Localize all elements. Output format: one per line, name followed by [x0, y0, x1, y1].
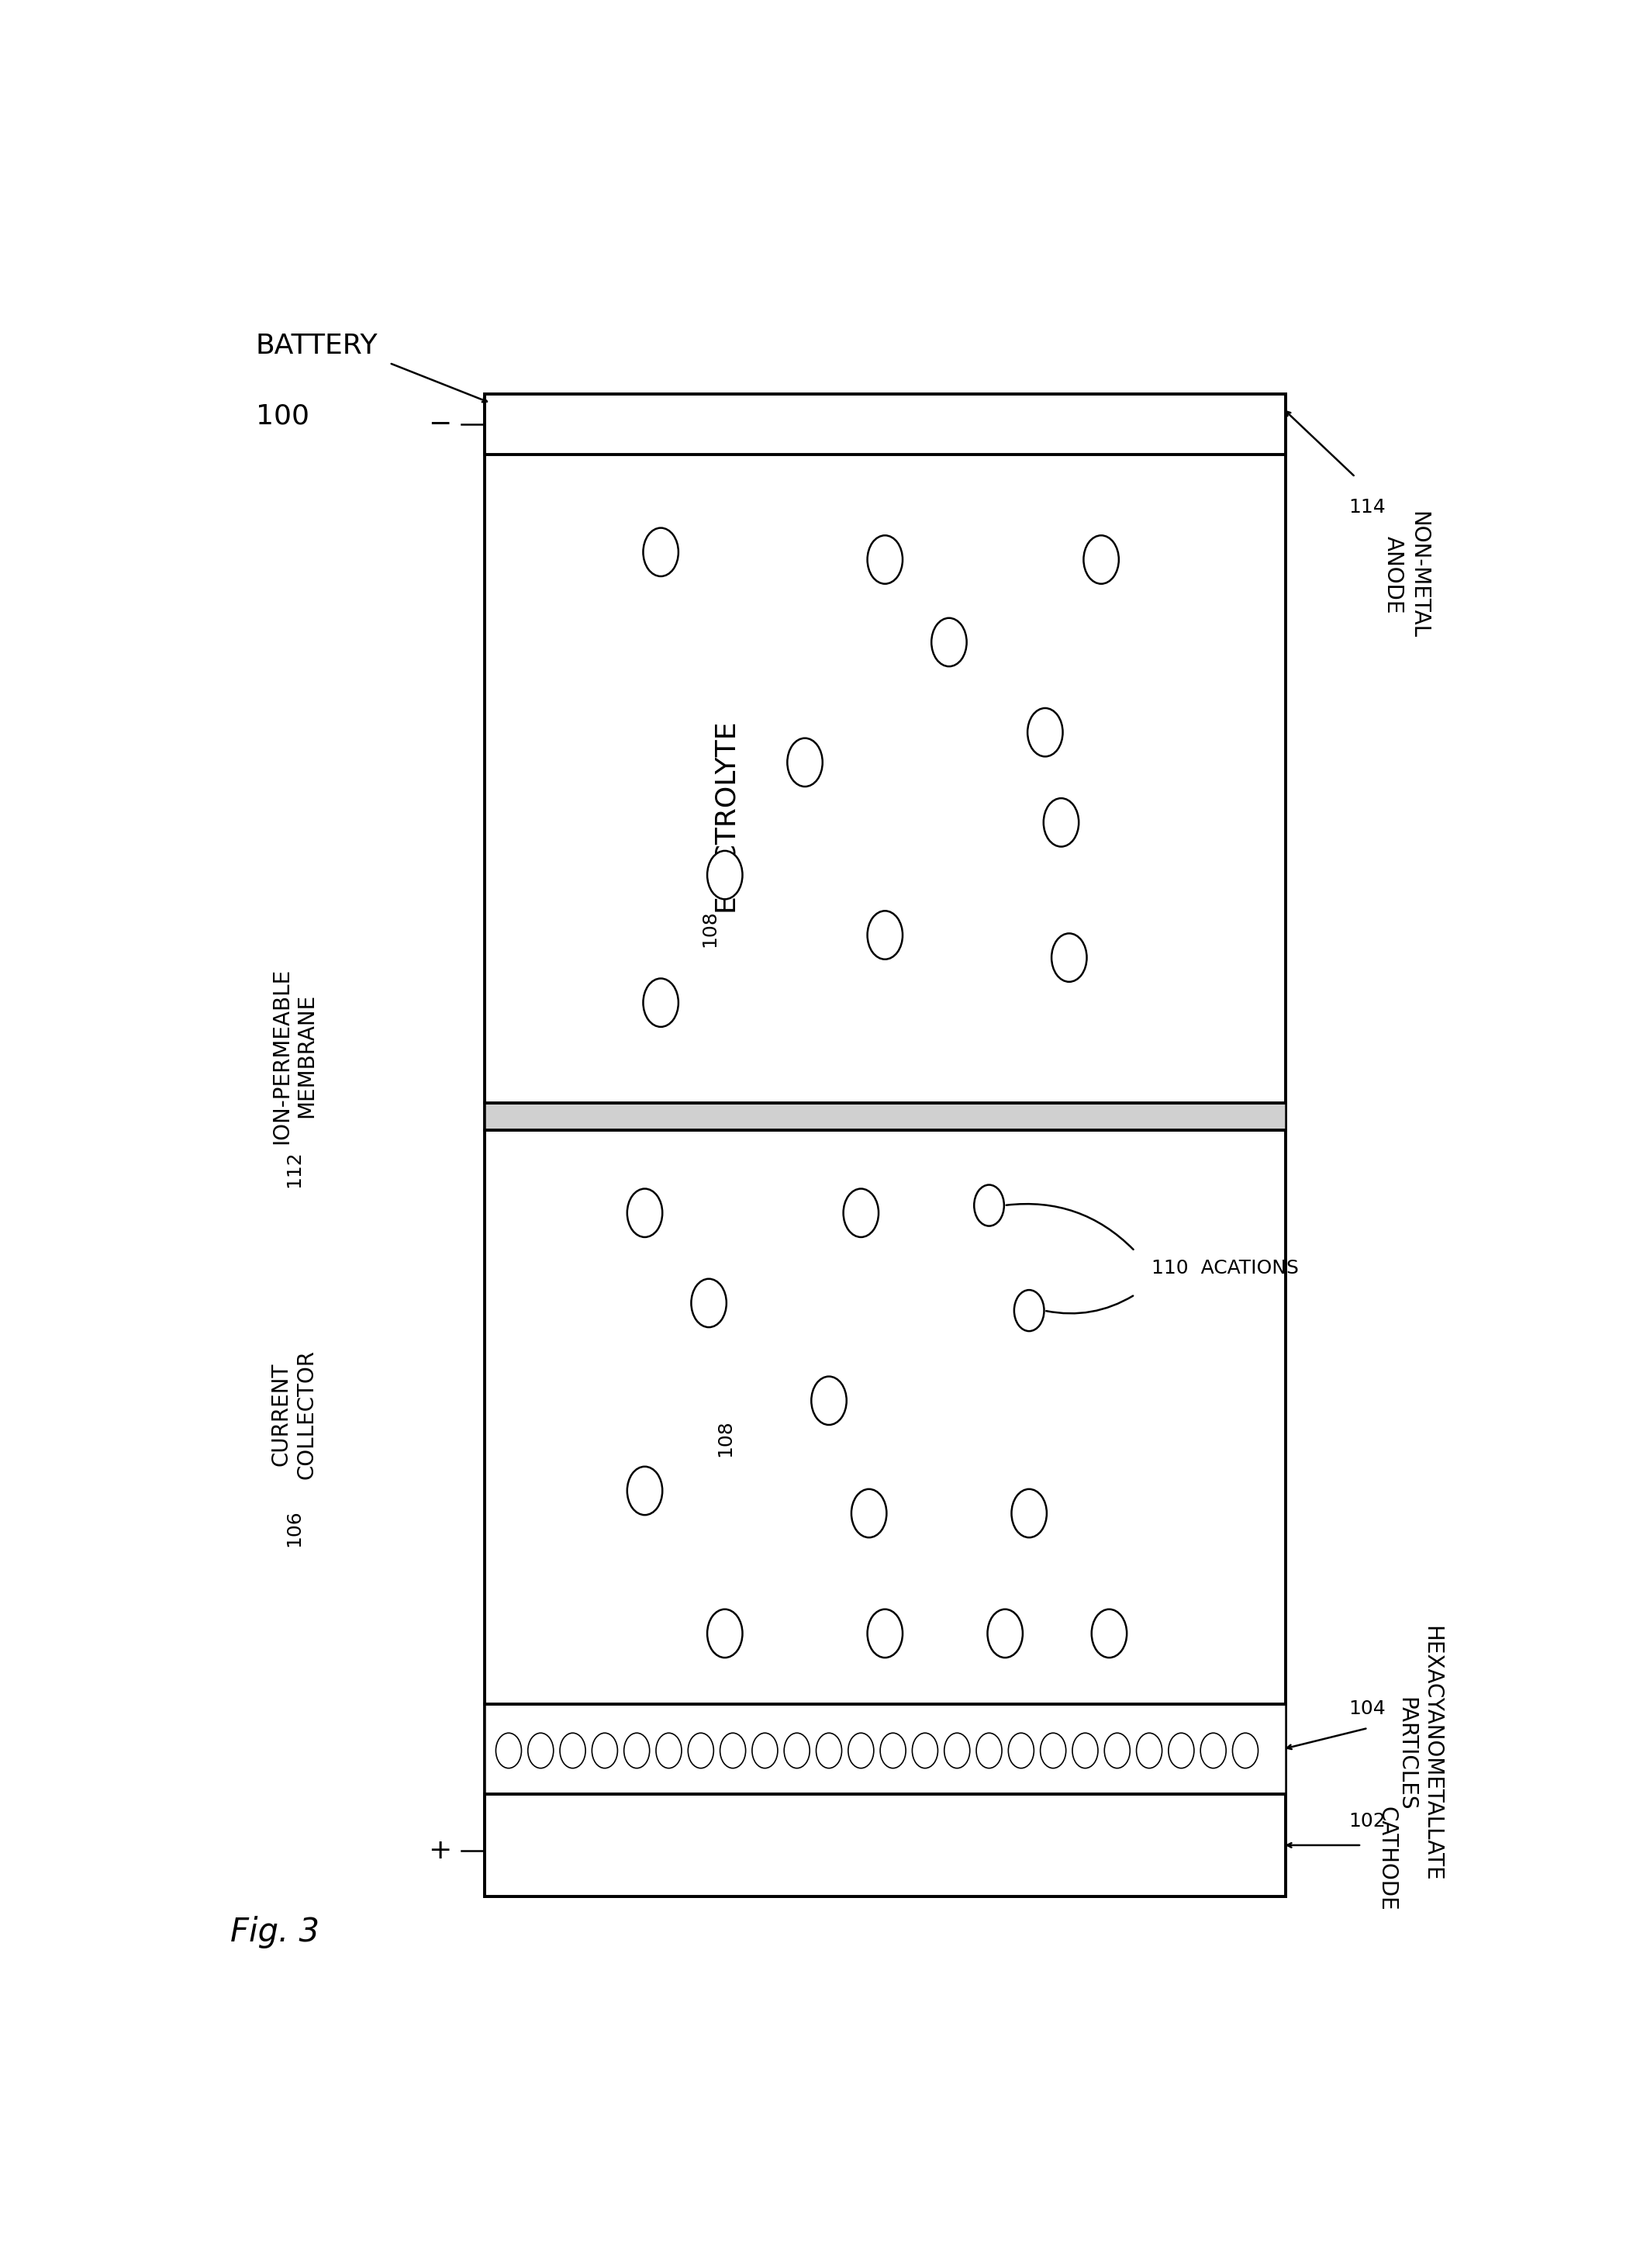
Text: 102: 102 [1348, 1812, 1386, 1830]
Circle shape [784, 1733, 810, 1769]
Circle shape [528, 1733, 553, 1769]
Circle shape [720, 1733, 746, 1769]
Circle shape [1084, 535, 1118, 583]
Circle shape [656, 1733, 682, 1769]
Circle shape [976, 1733, 1002, 1769]
Text: 114: 114 [1348, 497, 1386, 517]
Circle shape [1043, 798, 1079, 846]
Circle shape [881, 1733, 905, 1769]
Text: CURRENT
COLLECTOR: CURRENT COLLECTOR [271, 1349, 318, 1479]
Circle shape [643, 528, 679, 576]
Circle shape [623, 1733, 649, 1769]
Circle shape [945, 1733, 969, 1769]
Circle shape [495, 1733, 522, 1769]
Circle shape [1104, 1733, 1130, 1769]
Bar [485, 1102, 1286, 1129]
Circle shape [1073, 1733, 1097, 1769]
Circle shape [812, 1377, 846, 1424]
Circle shape [753, 1733, 777, 1769]
Circle shape [868, 535, 902, 583]
Circle shape [851, 1490, 887, 1538]
Bar [485, 1794, 1286, 1896]
Circle shape [912, 1733, 938, 1769]
Text: ELECTROLYTE: ELECTROLYTE [712, 719, 738, 912]
Text: 108: 108 [700, 909, 718, 948]
Text: 100: 100 [256, 404, 310, 429]
Circle shape [626, 1188, 663, 1236]
Circle shape [1051, 934, 1087, 982]
Circle shape [868, 1610, 902, 1658]
Circle shape [1168, 1733, 1194, 1769]
Circle shape [987, 1610, 1023, 1658]
Circle shape [1028, 708, 1063, 758]
Text: Fig. 3: Fig. 3 [230, 1916, 320, 1948]
Bar [485, 1703, 1286, 1794]
Text: 112: 112 [285, 1150, 303, 1188]
Circle shape [1014, 1290, 1045, 1331]
Text: BATTERY: BATTERY [256, 333, 379, 361]
Circle shape [787, 737, 823, 787]
Text: 110  ACATIONS: 110 ACATIONS [1151, 1259, 1299, 1277]
Text: HEXACYANOMETALLATE
PARTICLES: HEXACYANOMETALLATE PARTICLES [1396, 1626, 1442, 1882]
Text: NON-METAL
ANODE: NON-METAL ANODE [1383, 510, 1430, 637]
Bar [485, 395, 1286, 1896]
Circle shape [817, 1733, 841, 1769]
Circle shape [932, 617, 966, 667]
Circle shape [707, 850, 743, 898]
Circle shape [690, 1279, 727, 1327]
Circle shape [1092, 1610, 1127, 1658]
Circle shape [1200, 1733, 1227, 1769]
Circle shape [559, 1733, 585, 1769]
Text: 104: 104 [1348, 1699, 1386, 1717]
Text: +: + [428, 1837, 453, 1864]
Text: 106: 106 [285, 1510, 303, 1547]
Circle shape [1233, 1733, 1258, 1769]
Circle shape [1040, 1733, 1066, 1769]
Text: ION-PERMEABLE
MEMBRANE: ION-PERMEABLE MEMBRANE [271, 968, 318, 1143]
Text: 108: 108 [715, 1420, 735, 1456]
Text: CATHODE: CATHODE [1376, 1808, 1397, 1912]
Circle shape [843, 1188, 879, 1236]
Text: −: − [428, 411, 453, 438]
Circle shape [1012, 1490, 1046, 1538]
Bar [485, 395, 1286, 454]
Circle shape [592, 1733, 618, 1769]
Circle shape [707, 1610, 743, 1658]
Circle shape [848, 1733, 874, 1769]
Circle shape [868, 912, 902, 959]
Circle shape [643, 978, 679, 1027]
Circle shape [626, 1467, 663, 1515]
Circle shape [1137, 1733, 1163, 1769]
Circle shape [689, 1733, 713, 1769]
Circle shape [1009, 1733, 1033, 1769]
Circle shape [974, 1184, 1004, 1227]
